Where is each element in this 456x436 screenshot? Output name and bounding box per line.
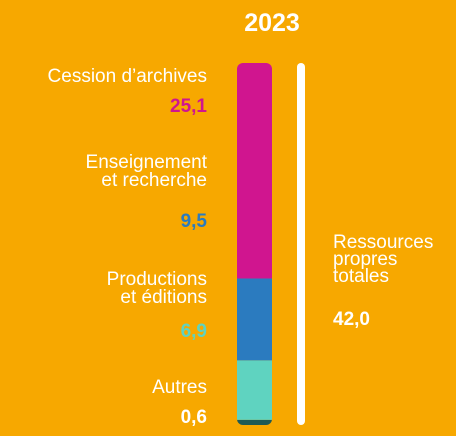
value-label: 0,6 [180, 407, 207, 428]
bar-segment [237, 419, 272, 425]
value-label: 25,1 [170, 96, 207, 117]
legend-label: Autres [152, 377, 207, 398]
bar-segment [237, 278, 272, 361]
legend-label: Cession d’archives [47, 66, 207, 87]
chart-title: 2023 [244, 9, 300, 37]
total-label: Ressources propres totales [333, 232, 434, 287]
value-label: 6,9 [180, 321, 207, 342]
legend-label: Enseignement et recherche [85, 152, 207, 191]
legend-label: Productions et éditions [106, 269, 207, 308]
value-label: 9,5 [180, 211, 207, 232]
bar-segment [237, 360, 272, 420]
bar-segment [237, 63, 272, 279]
total-value: 42,0 [333, 309, 370, 330]
